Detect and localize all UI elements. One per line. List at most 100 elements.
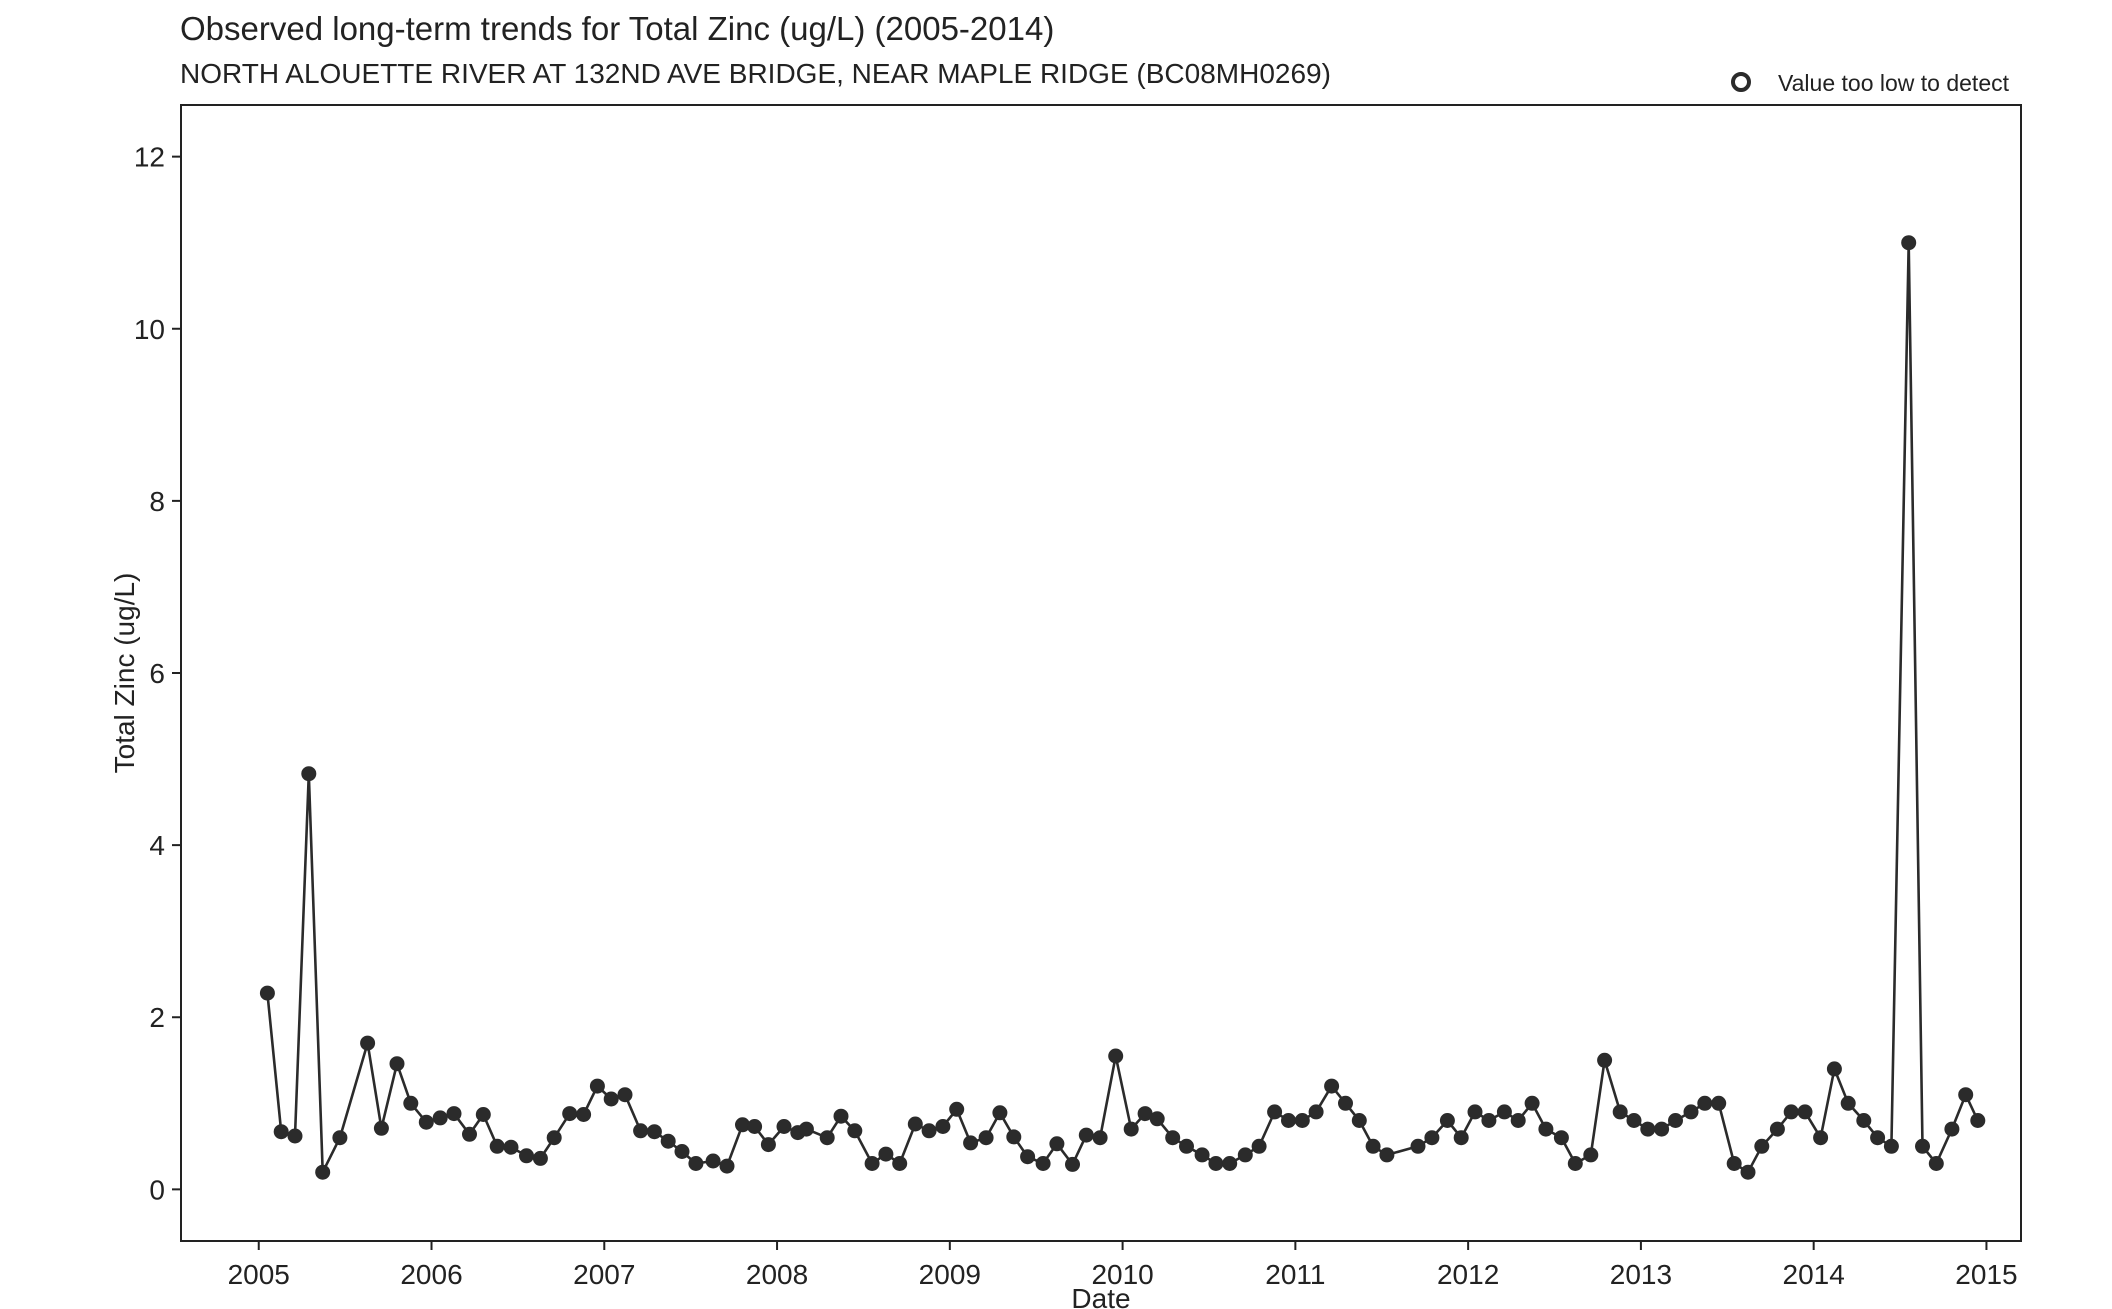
data-point [287,1128,303,1144]
data-point [1137,1106,1153,1122]
data-point [1524,1095,1540,1111]
data-point [1856,1113,1872,1128]
data-point [719,1158,735,1174]
data-point [1078,1127,1094,1143]
data-point [688,1156,704,1171]
data-point [617,1087,633,1103]
data-point [1222,1156,1238,1171]
data-point [1754,1138,1770,1154]
data-point [864,1156,880,1171]
data-point [705,1153,721,1169]
data-point [1251,1138,1267,1154]
data-point [776,1119,792,1134]
data-point [1769,1121,1785,1137]
data-point [1567,1156,1583,1171]
chart-subtitle: NORTH ALOUETTE RIVER AT 132ND AVE BRIDGE… [180,58,1331,89]
data-point [301,766,317,782]
data-point [446,1106,462,1122]
data-point [373,1120,389,1136]
data-point [660,1133,676,1149]
data-point [1626,1113,1642,1128]
data-point [1065,1156,1080,1172]
data-point [1683,1104,1699,1120]
data-point [878,1146,894,1162]
data-point [674,1144,690,1159]
data-point [760,1137,776,1153]
data-point [798,1121,814,1137]
data-point [1711,1095,1727,1111]
x-axis: 2005 2006 2007 2008 2009 2010 2011 2012 2013 2014… [228,1241,2018,1290]
y-tick-label: 10 [134,314,165,345]
data-point [1020,1149,1036,1165]
y-axis-title: Total Zinc (ug/L) [109,573,140,774]
x-tick-label: 2005 [228,1259,290,1290]
data-point [1424,1130,1440,1146]
data-point [1640,1121,1656,1137]
data-point [1826,1061,1842,1077]
data-point [1797,1104,1813,1120]
data-point [432,1110,448,1126]
x-tick-label: 2012 [1437,1259,1499,1290]
data-point [992,1105,1008,1121]
data-point [403,1095,419,1111]
data-point [1553,1130,1569,1146]
series-layer [259,235,1986,1180]
data-point [735,1117,750,1133]
x-tick-label: 2011 [1265,1259,1325,1290]
data-point [1813,1130,1829,1146]
data-point [1668,1113,1683,1128]
data-point [1049,1136,1065,1152]
data-point [921,1123,937,1139]
x-tick-label: 2009 [919,1259,981,1290]
data-point [1410,1138,1426,1154]
data-point [1165,1130,1181,1146]
legend: Value too low to detect [1731,70,2010,96]
y-tick-label: 8 [149,486,165,517]
data-point [1006,1129,1022,1145]
y-tick-label: 4 [149,830,165,861]
data-point [1958,1087,1974,1103]
data-point [646,1124,662,1140]
data-point [1267,1104,1283,1120]
x-tick-label: 2008 [746,1259,808,1290]
data-point [1308,1104,1324,1120]
data-point [1654,1121,1670,1137]
data-point [1281,1113,1296,1128]
data-point [1365,1138,1381,1154]
data-point [1612,1104,1628,1120]
data-point [747,1119,763,1134]
data-point [1379,1147,1395,1163]
data-point [1870,1130,1886,1146]
data-point [546,1130,562,1146]
data-point [1208,1156,1224,1171]
x-tick-label: 2013 [1610,1259,1672,1290]
data-point [519,1148,534,1164]
data-point [1351,1113,1367,1128]
data-point [1538,1121,1554,1137]
data-point [978,1130,994,1146]
data-point [532,1150,548,1166]
data-point [963,1135,979,1151]
data-point [1740,1164,1756,1180]
data-point [1237,1147,1253,1163]
data-point [892,1156,908,1171]
data-point [1840,1095,1856,1111]
data-point [1179,1138,1194,1154]
plot-panel [180,104,2022,1242]
data-point [1123,1121,1139,1137]
y-tick-label: 12 [134,142,165,173]
data-point [633,1123,649,1139]
data-point [833,1108,849,1124]
data-point [1510,1113,1526,1128]
data-point [1338,1095,1353,1111]
x-tick-label: 2007 [573,1259,635,1290]
data-point [489,1138,505,1154]
series-line [266,241,1979,1174]
data-point [1108,1048,1124,1064]
data-point [1439,1113,1455,1128]
data-point [1481,1113,1497,1128]
y-tick-label: 0 [149,1174,165,1205]
data-point [1928,1156,1944,1171]
legend-label: Value too low to detect [1778,70,2010,96]
